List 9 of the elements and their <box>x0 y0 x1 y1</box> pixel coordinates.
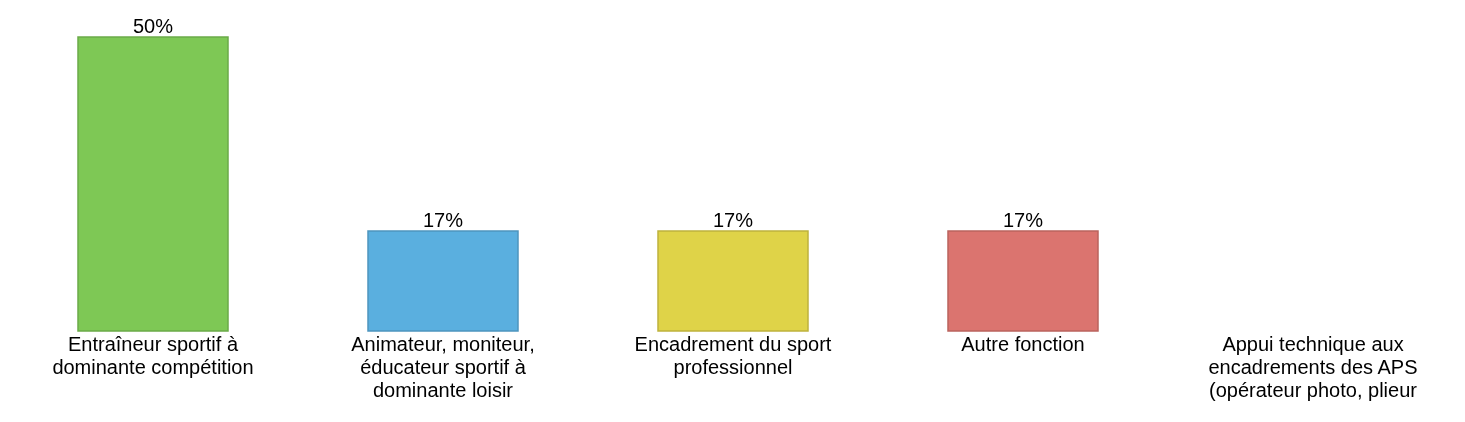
data-label: 17% <box>422 209 464 232</box>
data-label: 50% <box>132 15 174 37</box>
x-tick-label: Animateur, moniteur, éducateur sportif à dominante loisir <box>351 333 535 401</box>
x-tick-label: Autre fonction <box>961 333 1085 355</box>
x-tick-label: Appui technique aux encadrements des APS (opérateur photo, plieur <box>1208 333 1418 401</box>
data-label: 17% <box>712 209 754 232</box>
x-tick-label: Entraîneur sportif à dominante compétition <box>52 333 254 378</box>
x-tick-label: Encadrement du sport professionnel <box>634 333 832 378</box>
data-label: 17% <box>1002 209 1044 232</box>
